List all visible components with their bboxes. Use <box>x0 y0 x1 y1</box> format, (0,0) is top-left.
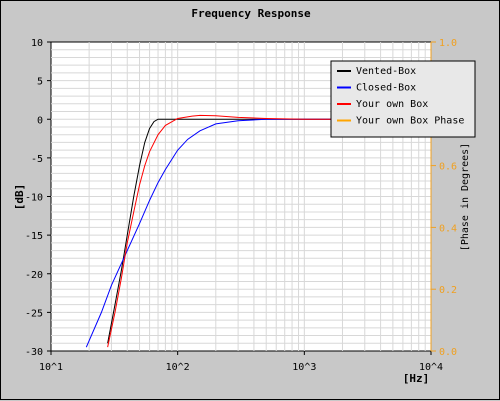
y2-tick-label: 0.2 <box>439 285 457 296</box>
legend-label-your-own-box: Your own Box <box>356 99 428 110</box>
y2-tick-label: 0.4 <box>439 223 457 234</box>
legend-label-closed-box: Closed-Box <box>356 83 416 94</box>
y-tick-label: 10 <box>31 38 43 49</box>
series-line-vented-box <box>107 118 365 344</box>
series-line-your-own-box <box>107 114 365 348</box>
axes: 10 5 0 -5 -10 -15 -20 -25 -30 10^1 10^2 10^3 10^4 1.0… <box>25 38 457 373</box>
y2-tick-label: 0.6 <box>439 162 457 173</box>
series-layer <box>85 114 365 348</box>
x-tick-label: 10^1 <box>39 362 63 373</box>
legend-box <box>330 60 476 138</box>
x-tick-label: 10^2 <box>166 362 190 373</box>
x-axis-label: [Hz] <box>403 372 430 385</box>
legend-label-your-own-box-phase: Your own Box Phase <box>356 116 464 127</box>
y-tick-label: -20 <box>25 270 43 281</box>
y-tick-label: -15 <box>25 231 43 242</box>
y-tick-label: 5 <box>37 77 43 88</box>
y-tick-label: -10 <box>25 193 43 204</box>
y2-tick-label: 0.0 <box>439 347 457 358</box>
y2-axis-label: [Phase in Degrees] <box>460 143 471 251</box>
x-tick-label: 10^3 <box>292 362 316 373</box>
y-tick-label: -30 <box>25 347 43 358</box>
y-axis-label: [dB] <box>13 184 26 211</box>
legend-label-vented-box: Vented-Box <box>356 66 416 77</box>
y-tick-label: 0 <box>37 115 43 126</box>
legend: Vented-Box Closed-Box Your own Box Your own… <box>330 60 476 138</box>
y-tick-label: -5 <box>31 154 43 165</box>
series-line-closed-box <box>85 118 365 348</box>
y2-tick-label: 1.0 <box>439 38 457 49</box>
x-tick-label: 10^4 <box>419 362 443 373</box>
y-tick-label: -25 <box>25 308 43 319</box>
chart-title: Frequency Response <box>191 7 311 20</box>
